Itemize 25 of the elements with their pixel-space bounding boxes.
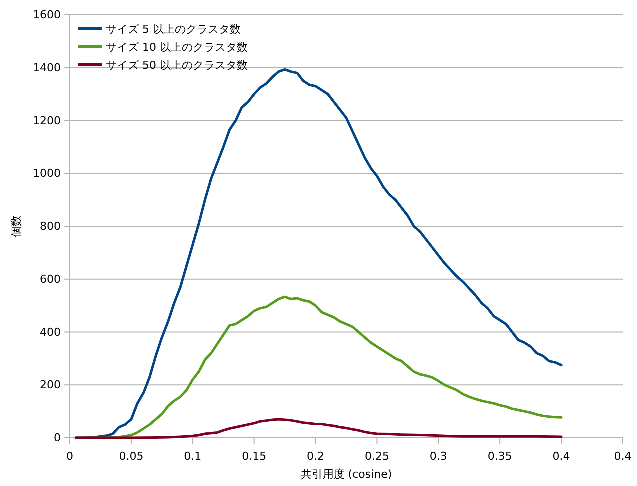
x-tick-label: 0 xyxy=(66,450,74,464)
y-axis-title: 個数 xyxy=(10,216,23,238)
x-tick-label: 0.35 xyxy=(488,450,512,464)
y-tick-label: 600 xyxy=(40,272,61,286)
legend-label: サイズ 5 以上のクラスタ数 xyxy=(106,23,241,36)
x-tick-label: 0.3 xyxy=(430,450,448,464)
line-series xyxy=(74,418,563,440)
x-axis-title: 共引用度 (cosine) xyxy=(300,468,392,481)
x-tick-label: 0.4 xyxy=(614,450,632,464)
y-tick-label: 800 xyxy=(40,220,61,234)
legend-label: サイズ 50 以上のクラスタ数 xyxy=(106,59,248,72)
y-tick-label: 200 xyxy=(40,378,61,392)
x-tick-label: 0.15 xyxy=(242,450,267,464)
y-tick-label: 400 xyxy=(40,326,61,339)
x-tick-label: 0.2 xyxy=(307,450,325,464)
legend-label: サイズ 10 以上のクラスタ数 xyxy=(106,41,248,54)
y-tick-label: 1400 xyxy=(33,61,61,74)
y-tick-label: 1200 xyxy=(33,114,61,128)
x-tick-label: 0.05 xyxy=(119,450,144,464)
x-tick-label: 0.4 xyxy=(552,450,570,464)
y-tick-label: 0 xyxy=(54,432,61,445)
x-tick-label: 0.25 xyxy=(364,450,390,464)
y-tick-label: 1600 xyxy=(33,8,61,22)
x-tick-label: 0.1 xyxy=(184,450,202,464)
y-tick-label: 1000 xyxy=(33,167,61,180)
